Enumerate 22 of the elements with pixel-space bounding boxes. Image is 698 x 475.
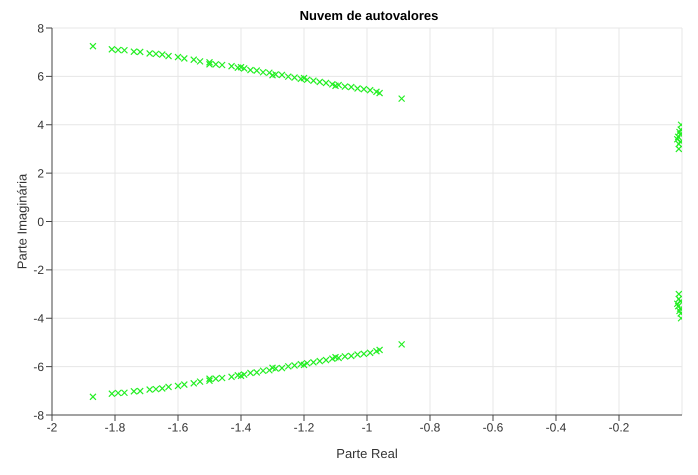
x-tick-label: -0.4 (546, 420, 567, 435)
y-tick-label: 4 (37, 118, 44, 132)
y-tick-label: 0 (37, 214, 44, 229)
x-tick-label: -2 (46, 420, 58, 435)
x-axis-title: Parte Real (336, 446, 398, 462)
x-tick-label: -1.8 (104, 420, 126, 435)
y-tick-label: -8 (33, 408, 44, 422)
y-tick-label: -6 (33, 360, 44, 374)
y-axis-title: Parte Imaginária (14, 173, 30, 270)
x-tick-label: -0.6 (482, 420, 504, 435)
x-tick-label: -1.4 (230, 420, 252, 435)
x-tick-label: -0.2 (608, 420, 630, 435)
chart-title: Nuvem de autovalores (300, 8, 438, 23)
x-tick-label: -0.8 (420, 420, 441, 435)
y-tick-label: -4 (33, 312, 44, 326)
y-tick-label: 8 (37, 21, 44, 36)
y-tick-label: 6 (37, 70, 44, 84)
x-tick-label: -1.6 (168, 420, 189, 435)
y-tick-label: 2 (37, 166, 44, 180)
x-tick-label: -1 (362, 420, 373, 435)
y-tick-label: -2 (33, 263, 44, 278)
x-tick-label: -1.2 (294, 420, 315, 435)
